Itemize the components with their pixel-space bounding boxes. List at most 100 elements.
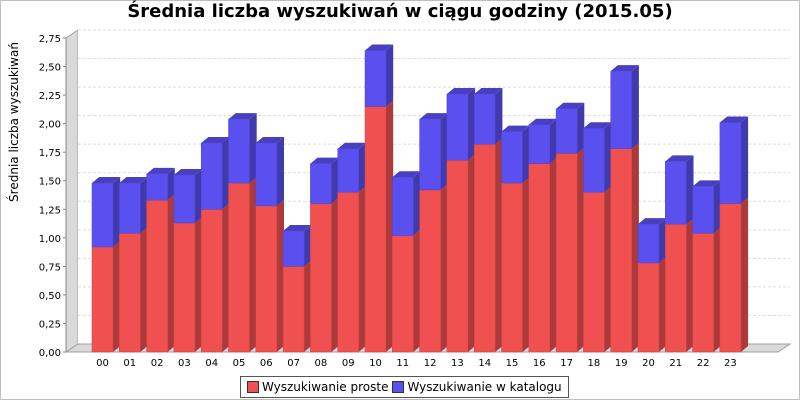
- bar-proste: [665, 223, 687, 353]
- bar-proste: [228, 182, 250, 353]
- x-tick-label: 16: [533, 358, 546, 369]
- bar-katalog: [173, 174, 196, 224]
- x-tick-label: 01: [123, 358, 136, 369]
- bar-side: [413, 229, 421, 352]
- bar-top: [419, 113, 448, 120]
- bar-side: [604, 186, 612, 352]
- bar-top: [583, 122, 612, 129]
- y-tick-label: 1,00: [39, 234, 61, 245]
- bar-proste: [310, 203, 332, 353]
- bar-top: [119, 177, 148, 184]
- bar-katalog: [473, 93, 496, 145]
- bar-katalog: [255, 142, 278, 207]
- bar-top: [255, 137, 284, 144]
- bar-side: [331, 197, 339, 352]
- bar-katalog: [665, 161, 687, 225]
- bar-katalog: [364, 50, 387, 107]
- y-tick-label: 0,50: [39, 291, 61, 302]
- bar-side: [549, 157, 557, 352]
- legend-label-katalog: Wyszukiwanie w katalogu: [407, 380, 562, 394]
- bar-katalog: [637, 223, 660, 264]
- bar-side: [467, 87, 476, 161]
- x-tick-label: 11: [396, 358, 409, 369]
- bar-side: [686, 218, 694, 352]
- bar-katalog: [719, 122, 742, 204]
- bar-side: [440, 113, 448, 190]
- bar-katalog: [200, 142, 223, 210]
- bar-side: [413, 171, 421, 236]
- y-tick-label: 2,75: [39, 34, 61, 45]
- x-tick-label: 17: [560, 358, 573, 369]
- bar-side: [577, 147, 585, 352]
- bar-side: [740, 197, 749, 352]
- bar-top: [556, 102, 585, 109]
- bar-top: [501, 125, 530, 132]
- bar-proste: [473, 143, 496, 353]
- x-tick-label: 00: [96, 358, 109, 369]
- x-tick-label: 02: [151, 358, 164, 369]
- bar-side: [522, 177, 530, 352]
- bar-top: [392, 171, 421, 178]
- bar-proste: [419, 189, 441, 353]
- x-tick-label: 18: [588, 358, 601, 369]
- bar-proste: [173, 222, 196, 353]
- y-tick-label: 0,25: [39, 319, 61, 330]
- bar-proste: [364, 106, 387, 353]
- bar-katalog: [310, 163, 332, 204]
- bar-side: [113, 177, 121, 247]
- legend-item-proste: Wyszukiwanie proste: [247, 380, 388, 394]
- bar-proste: [255, 205, 278, 353]
- bar-side: [495, 138, 503, 352]
- bar-katalog: [146, 173, 168, 201]
- bar-side: [140, 227, 148, 352]
- bar-top: [283, 224, 312, 231]
- bar-top: [310, 157, 339, 164]
- bar-side: [659, 256, 667, 352]
- chart-title: Średnia liczba wyszukiwań w ciągu godzin…: [127, 1, 673, 22]
- bar-side: [358, 186, 366, 352]
- bar-proste: [692, 233, 714, 353]
- bar-proste: [555, 153, 578, 353]
- x-tick-label: 07: [287, 358, 300, 369]
- x-tick-label: 23: [724, 358, 737, 369]
- legend-item-katalog: Wyszukiwanie w katalogu: [392, 380, 562, 394]
- bar-top: [692, 180, 721, 187]
- bar-side: [222, 203, 230, 352]
- bar-side: [604, 122, 612, 193]
- x-tick-label: 19: [615, 358, 628, 369]
- bar-proste: [719, 203, 742, 353]
- x-tick-label: 05: [233, 358, 246, 369]
- bar-proste: [637, 262, 660, 353]
- legend: Wyszukiwanie proste Wyszukiwanie w katal…: [240, 376, 569, 398]
- bar-proste: [146, 199, 168, 353]
- bar-katalog: [91, 182, 114, 248]
- x-tick-label: 22: [697, 358, 710, 369]
- y-tick-label: 1,75: [39, 148, 61, 159]
- bar-proste: [501, 182, 523, 353]
- bar-katalog: [583, 127, 605, 193]
- x-tick-label: 14: [478, 358, 491, 369]
- bar-side: [304, 224, 312, 267]
- bar-katalog: [692, 186, 714, 234]
- bar-katalog: [419, 118, 441, 191]
- bar-proste: [119, 233, 141, 353]
- y-tick-label: 0,00: [39, 348, 61, 359]
- bar-side: [276, 199, 284, 352]
- bar-side: [440, 183, 448, 352]
- bar-side: [659, 218, 667, 263]
- bar-top: [365, 44, 394, 51]
- bar-proste: [282, 266, 305, 353]
- bar-top: [474, 87, 503, 94]
- y-tick-label: 1,25: [39, 205, 61, 216]
- legend-label-proste: Wyszukiwanie proste: [262, 380, 389, 394]
- bar-katalog: [610, 70, 632, 150]
- bar-katalog: [119, 182, 141, 234]
- bar-side: [167, 167, 175, 201]
- y-tick-label: 1,50: [39, 177, 61, 188]
- x-tick-label: 08: [315, 358, 328, 369]
- bar-proste: [583, 191, 605, 353]
- bar-proste: [528, 163, 551, 353]
- bar-side: [577, 102, 585, 154]
- bar-side: [713, 180, 721, 234]
